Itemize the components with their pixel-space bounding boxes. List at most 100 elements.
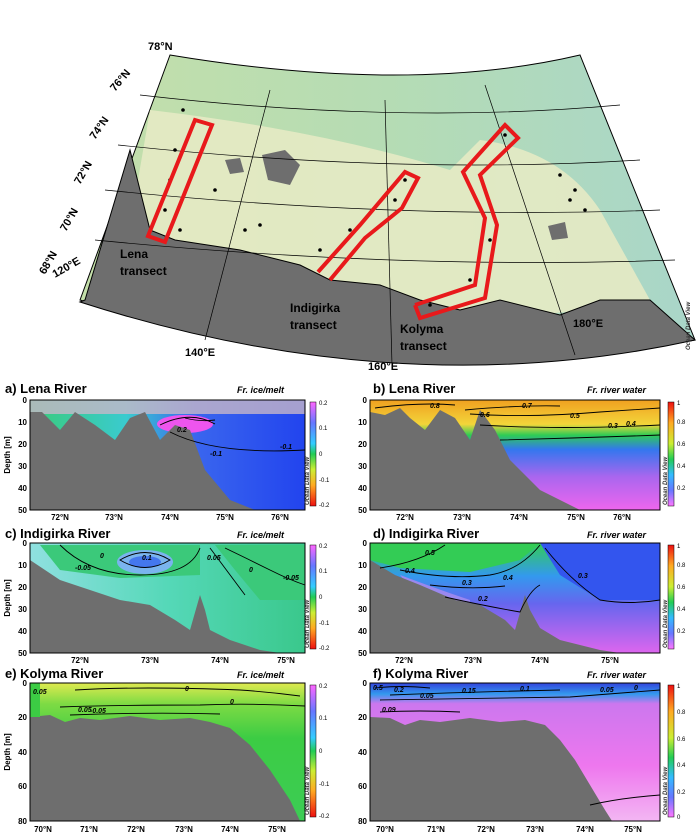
- y-tick: 0: [363, 679, 368, 688]
- colorbar-tick: 0.2: [677, 629, 686, 635]
- y-tick: 40: [358, 484, 367, 493]
- colorbar-tick: 0.8: [677, 710, 686, 716]
- kolyma-transect-label: Kolyma: [400, 322, 444, 336]
- colorbar-tick: -0.1: [319, 478, 330, 484]
- x-tick: 73°N: [141, 656, 159, 665]
- colorbar-tick: 0.4: [677, 607, 686, 613]
- lat-label-78: 78°N: [148, 41, 173, 53]
- contour-label: 0: [230, 699, 234, 706]
- contour-label: 0.5: [425, 550, 435, 557]
- y-tick: 10: [358, 561, 367, 570]
- lon-label-180: 180°E: [573, 318, 603, 330]
- y-tick: 20: [358, 713, 367, 722]
- x-tick: 74°N: [531, 656, 549, 665]
- contour-label: 0.6: [480, 412, 490, 419]
- x-tick: 75°N: [216, 513, 234, 522]
- contour-label: 0.15: [462, 688, 476, 695]
- panel-e: 0.05 0 -0.05 0.05 0 e) Kolyma River Fr. …: [3, 666, 330, 834]
- colorbar-tick: 0.1: [319, 569, 328, 575]
- x-tick: 73°N: [175, 825, 193, 834]
- x-tick: 70°N: [376, 825, 394, 834]
- bathymetry: [30, 560, 280, 653]
- colorbar: [309, 544, 317, 650]
- x-tick: 75°N: [567, 513, 585, 522]
- colorbar-tick: 0.2: [677, 790, 686, 796]
- contour-label: -0.05: [90, 708, 106, 715]
- y-tick: 30: [358, 605, 367, 614]
- x-tick: 75°N: [601, 656, 619, 665]
- x-tick: 74°N: [221, 825, 239, 834]
- y-axis-label: Depth [m]: [3, 436, 12, 474]
- map-transects: [145, 117, 521, 321]
- lena-transect-label: transect: [120, 264, 167, 278]
- colorbar: [309, 401, 317, 507]
- colorbar-tick: 1: [677, 544, 681, 550]
- colorbar-tick: 0.6: [677, 442, 686, 448]
- panel-title: e) Kolyma River: [5, 666, 103, 681]
- contour-label: 0.05: [207, 555, 221, 562]
- map-credit: Ocean Data View: [686, 302, 692, 350]
- contour-label: 0.2: [394, 687, 404, 694]
- map: 78°N 76°N 74°N 72°N 70°N 68°N 120°E 140°…: [37, 41, 697, 373]
- y-tick: 80: [18, 817, 27, 826]
- x-tick: 72°N: [395, 656, 413, 665]
- contour-label: 0.09: [382, 707, 396, 714]
- colorbar-tick: 0.1: [319, 716, 328, 722]
- lena-transect-box: [145, 117, 215, 245]
- colorbar-tick: -0.1: [319, 782, 330, 788]
- panel-variable: Fr. river water: [587, 385, 647, 395]
- contour-label: 0.7: [522, 403, 533, 410]
- x-tick: 74°N: [211, 656, 229, 665]
- contour-label: 0.05: [600, 687, 614, 694]
- panel-a: 0.2 -0.1 -0.1 a) Lena River Fr. ice/melt…: [3, 381, 330, 522]
- y-tick: 40: [18, 748, 27, 757]
- y-tick: 0: [363, 396, 368, 405]
- contour-label: -0.05: [283, 575, 299, 582]
- y-axis-label: Depth [m]: [3, 733, 12, 771]
- colorbar-tick: 0.4: [677, 763, 686, 769]
- contour-label: 0: [634, 685, 638, 692]
- contour-label: -0.05: [75, 565, 91, 572]
- contour-label: -0.1: [280, 444, 292, 451]
- bathymetry: [370, 408, 580, 510]
- y-tick: 10: [358, 418, 367, 427]
- x-tick: 71°N: [427, 825, 445, 834]
- x-tick: 72°N: [477, 825, 495, 834]
- colorbar-tick: 1: [677, 401, 681, 407]
- colorbar-tick: 0.8: [677, 420, 686, 426]
- contour-label: 0.05: [420, 693, 434, 700]
- contour-label: 0.8: [430, 403, 440, 410]
- colorbar: [667, 544, 675, 650]
- colorbar-tick: 0: [319, 452, 323, 458]
- lat-label-76: 76°N: [108, 67, 133, 94]
- y-tick: 10: [18, 561, 27, 570]
- kolyma-transect-label: transect: [400, 339, 447, 353]
- colorbar: [667, 684, 675, 818]
- contour-label: -0.1: [210, 451, 222, 458]
- panel-title: d) Indigirka River: [373, 526, 479, 541]
- contour-label: 0: [249, 567, 253, 574]
- colorbar-tick: -0.1: [319, 621, 330, 627]
- odv-credit: Ocean Data View: [305, 767, 311, 815]
- lon-label-140: 140°E: [185, 347, 215, 359]
- x-tick: 72°N: [71, 656, 89, 665]
- panel-variable: Fr. ice/melt: [237, 530, 285, 540]
- colorbar-tick: 0.2: [319, 401, 328, 407]
- panel-variable: Fr. river water: [587, 670, 647, 680]
- indigirka-transect-box: [316, 169, 421, 282]
- panel-title: b) Lena River: [373, 381, 455, 396]
- y-tick: 30: [18, 605, 27, 614]
- colorbar-tick: 0.4: [677, 464, 686, 470]
- x-tick: 72°N: [396, 513, 414, 522]
- map-graticule: [94, 84, 676, 366]
- x-tick: 71°N: [80, 825, 98, 834]
- colorbar-tick: 0.2: [319, 544, 328, 550]
- lon-label-160: 160°E: [368, 361, 398, 373]
- x-tick: 72°N: [51, 513, 69, 522]
- y-tick: 0: [23, 679, 28, 688]
- y-tick: 40: [18, 627, 27, 636]
- odv-credit: Ocean Data View: [663, 600, 669, 648]
- indigirka-transect-label: Indigirka: [290, 301, 340, 315]
- colorbar-tick: 1: [677, 684, 681, 690]
